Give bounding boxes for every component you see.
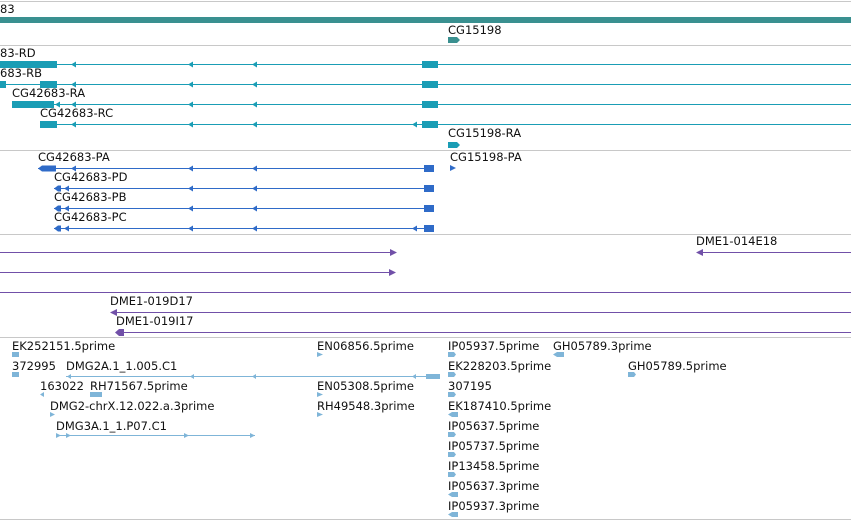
- transcript-label-rb[interactable]: 683-RB: [0, 66, 42, 80]
- clone-label-019d17[interactable]: DME1-019D17: [110, 294, 193, 308]
- clone-track: DME1-014E18 DME1-019D17 DME1-019I17: [0, 234, 851, 338]
- transcript-ra[interactable]: [12, 101, 851, 108]
- est-label[interactable]: IP13458.5prime: [448, 459, 539, 473]
- est-feature[interactable]: [448, 512, 458, 517]
- clone-label-019i17[interactable]: DME1-019I17: [116, 314, 194, 328]
- est-label[interactable]: GH05789.3prime: [553, 339, 652, 353]
- protein-pb[interactable]: [54, 205, 434, 212]
- est-label[interactable]: IP05737.5prime: [448, 439, 539, 453]
- est-label[interactable]: IP05637.3prime: [448, 479, 539, 493]
- protein-label-pb[interactable]: CG42683-PB: [54, 190, 127, 204]
- est-label[interactable]: IP05637.5prime: [448, 419, 539, 433]
- transcript-rc[interactable]: [40, 121, 851, 128]
- protein-track: CG42683-PA CG15198-PA CG42683-PD CG42683…: [0, 150, 851, 235]
- est-feature[interactable]: [317, 392, 323, 397]
- est-feature[interactable]: [448, 372, 456, 377]
- est-label[interactable]: EK187410.5prime: [448, 399, 551, 413]
- clone-feature-014e18[interactable]: [696, 249, 851, 256]
- clone-label-014e18[interactable]: DME1-014E18: [696, 234, 777, 248]
- est-feature[interactable]: [90, 392, 102, 397]
- est-feature[interactable]: [448, 472, 456, 477]
- transcript-cg15198-ra[interactable]: [448, 142, 460, 148]
- est-feature[interactable]: [40, 392, 44, 397]
- est-label[interactable]: GH05789.5prime: [628, 359, 727, 373]
- est-feature[interactable]: [628, 372, 636, 377]
- gene-label-left[interactable]: 83: [0, 2, 15, 16]
- est-label[interactable]: 372995: [12, 359, 56, 373]
- est-label[interactable]: 307195: [448, 379, 492, 393]
- est-label[interactable]: DMG2-chrX.12.022.a.3prime: [50, 399, 214, 413]
- protein-cg15198-pa[interactable]: [450, 165, 456, 171]
- gene-track: 83 CG15198: [0, 1, 851, 46]
- est-label[interactable]: 163022: [40, 379, 84, 393]
- protein-label-pd[interactable]: CG42683-PD: [54, 170, 128, 184]
- est-feature[interactable]: [317, 352, 323, 357]
- protein-pd[interactable]: [54, 185, 434, 192]
- clone-feature-019d17[interactable]: [110, 309, 851, 316]
- est-feature[interactable]: [12, 352, 19, 357]
- protein-pa[interactable]: [38, 165, 434, 172]
- transcript-rb[interactable]: [0, 81, 851, 88]
- est-feature[interactable]: [448, 392, 456, 397]
- clone-feature-2[interactable]: [0, 269, 396, 276]
- protein-label-pa[interactable]: CG42683-PA: [38, 150, 110, 164]
- est-label[interactable]: EN06856.5prime: [317, 339, 414, 353]
- transcript-label-rc[interactable]: CG42683-RC: [40, 106, 113, 120]
- protein-label-cg15198-pa[interactable]: CG15198-PA: [450, 150, 522, 164]
- est-label[interactable]: EK252151.5prime: [12, 339, 115, 353]
- est-feature[interactable]: [448, 452, 456, 457]
- est-label[interactable]: IP05937.5prime: [448, 339, 539, 353]
- est-feature[interactable]: [448, 352, 456, 357]
- est-label[interactable]: IP05937.3prime: [448, 499, 539, 513]
- transcript-rd[interactable]: [0, 61, 851, 68]
- transcript-label-ra[interactable]: CG42683-RA: [12, 86, 85, 100]
- est-feature[interactable]: [448, 412, 458, 417]
- est-track: EK252151.5prime EN06856.5prime IP05937.5…: [0, 339, 851, 520]
- est-feature-dmg3a[interactable]: [56, 433, 255, 438]
- clone-feature-1[interactable]: [0, 249, 397, 256]
- mrna-track: 83-RD 683-RB CG42683-RA CG42683-RC: [0, 46, 851, 151]
- est-label[interactable]: RH49548.3prime: [317, 399, 415, 413]
- gene-label-cg15198[interactable]: CG15198: [448, 23, 502, 37]
- est-feature[interactable]: [12, 372, 19, 377]
- est-feature[interactable]: [553, 352, 564, 357]
- est-label[interactable]: DMG2A.1_1.005.C1: [66, 359, 177, 373]
- est-label[interactable]: RH71567.5prime: [90, 379, 188, 393]
- est-feature[interactable]: [317, 412, 323, 417]
- est-feature[interactable]: [50, 412, 55, 417]
- transcript-label-cg15198-ra[interactable]: CG15198-RA: [448, 126, 521, 140]
- protein-pc[interactable]: [54, 225, 434, 232]
- est-label[interactable]: DMG3A.1_1.P07.C1: [56, 419, 167, 433]
- clone-feature-019i17[interactable]: [115, 329, 851, 336]
- transcript-label-rd[interactable]: 83-RD: [0, 46, 36, 60]
- protein-label-pc[interactable]: CG42683-PC: [54, 210, 127, 224]
- est-feature[interactable]: [448, 432, 456, 437]
- est-label[interactable]: EK228203.5prime: [448, 359, 551, 373]
- est-feature-dmg2a[interactable]: [66, 374, 440, 379]
- gene-feature-cg15198[interactable]: [448, 37, 460, 43]
- gene-bar[interactable]: [0, 17, 851, 23]
- est-label[interactable]: EN05308.5prime: [317, 379, 414, 393]
- est-feature[interactable]: [448, 492, 458, 497]
